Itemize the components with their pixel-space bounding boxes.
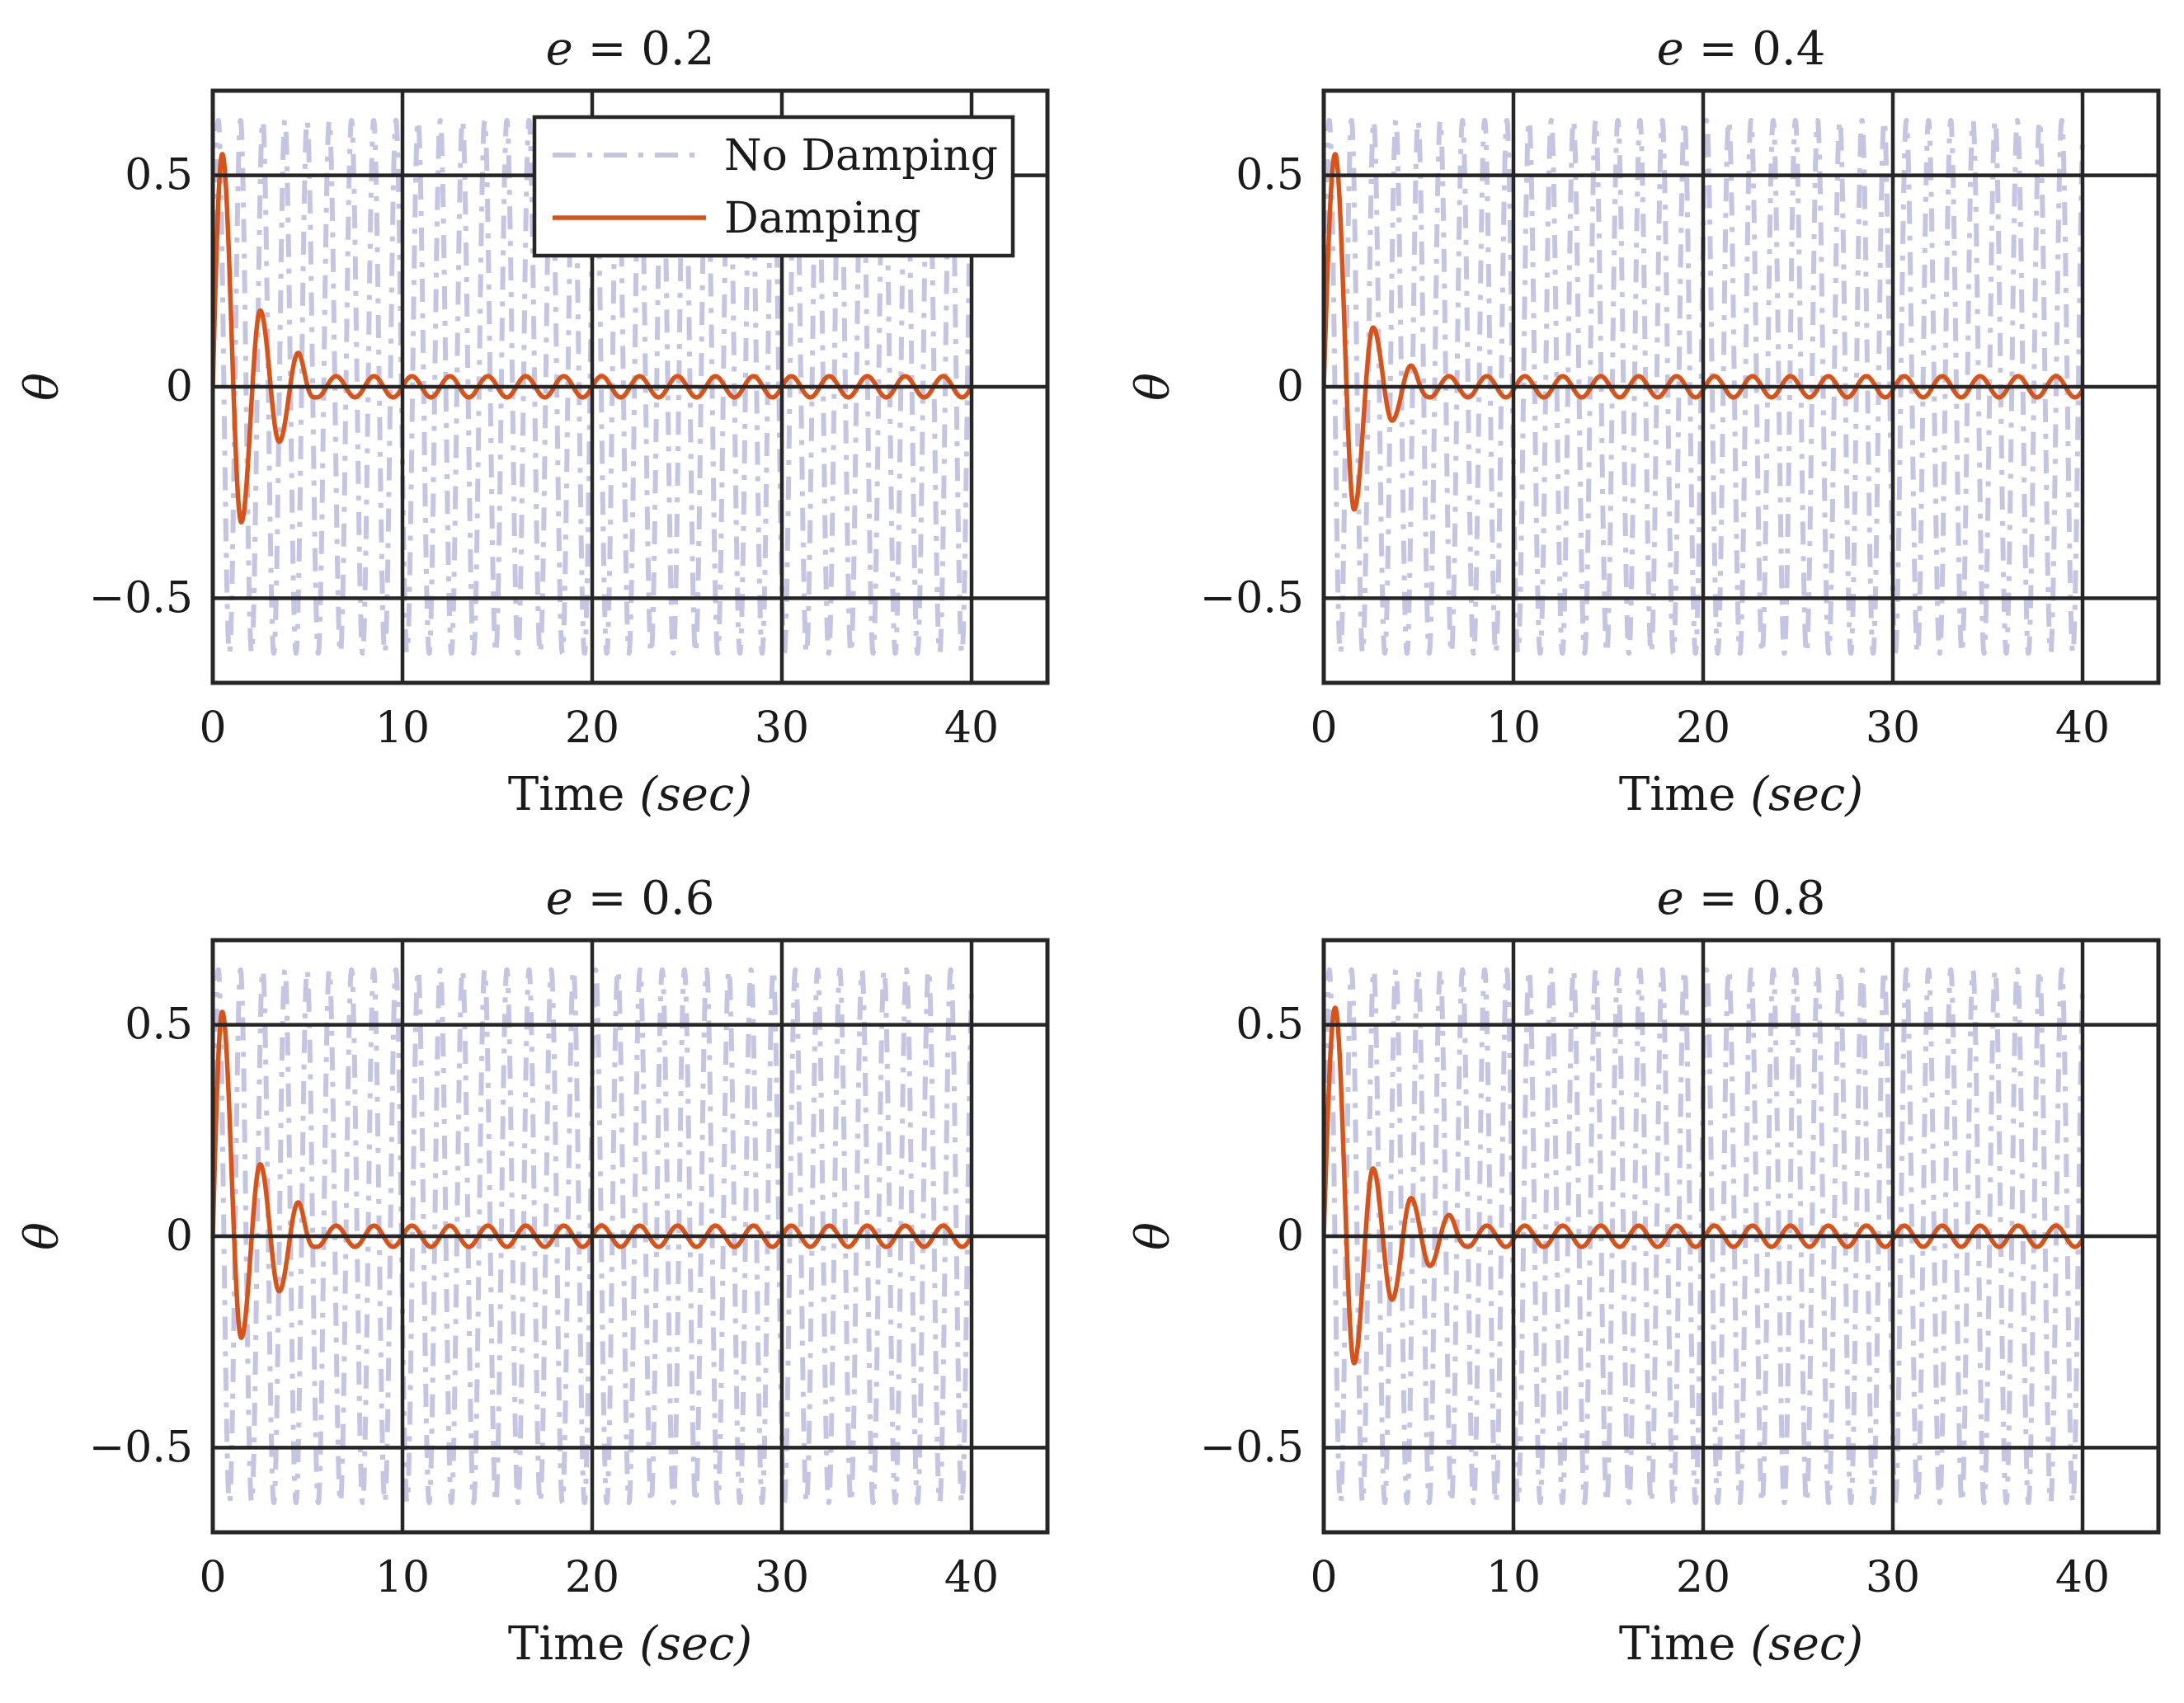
y-tick-label: 0 (166, 1211, 193, 1261)
y-tick-label: 0 (166, 362, 193, 412)
y-tick-label: 0 (1277, 362, 1304, 412)
legend-box (532, 115, 1015, 258)
y-axis-label: θ (1127, 1222, 1180, 1250)
x-tick-label: 10 (1486, 1553, 1541, 1602)
x-tick-label: 20 (565, 1553, 619, 1602)
y-tick-label: 0.5 (1236, 151, 1304, 200)
x-tick-label: 30 (755, 703, 809, 753)
plot-frame (1321, 88, 2161, 685)
legend: No Damping Damping (532, 115, 1015, 258)
chart-title: e = 0.8 (1657, 872, 1826, 925)
x-tick-label: 30 (1866, 1553, 1920, 1602)
plot-frame (210, 938, 1050, 1535)
y-tick-label: −0.5 (89, 573, 193, 623)
x-tick-label: 10 (1486, 703, 1541, 753)
plot-frame (210, 88, 1050, 685)
y-tick-label: 0.5 (1236, 1000, 1304, 1050)
y-tick-label: −0.5 (1200, 573, 1304, 623)
x-tick-label: 30 (1866, 703, 1920, 753)
x-tick-label: 10 (375, 703, 430, 753)
x-tick-label: 40 (2055, 1553, 2110, 1602)
x-tick-label: 10 (375, 1553, 430, 1602)
y-tick-label: 0.5 (125, 151, 193, 200)
x-tick-label: 40 (2055, 703, 2110, 753)
chart-title: e = 0.4 (1657, 22, 1826, 76)
chart-title: e = 0.2 (546, 22, 715, 76)
x-tick-label: 0 (1310, 703, 1337, 753)
x-axis-label: Time (sec) (508, 768, 752, 821)
x-axis-label: Time (sec) (508, 1617, 752, 1671)
chart-title: e = 0.6 (546, 872, 715, 925)
x-tick-label: 20 (565, 703, 619, 753)
chart-panel-1: 0 10 20 30 40 −0.5 0 0.5 e = 0.2 Time (sec) θ No Da… (16, 22, 1050, 821)
x-axis-label: Time (sec) (1619, 1617, 1863, 1671)
x-tick-label: 20 (1676, 1553, 1730, 1602)
x-tick-label: 30 (755, 1553, 809, 1602)
x-tick-label: 40 (944, 1553, 999, 1602)
y-axis-label: θ (1127, 373, 1180, 401)
legend-label-no-damping: No Damping (724, 131, 998, 181)
x-axis-label: Time (sec) (1619, 768, 1863, 821)
x-tick-label: 0 (1310, 1553, 1337, 1602)
y-axis-label: θ (16, 373, 69, 401)
x-tick-label: 40 (944, 703, 999, 753)
x-tick-label: 0 (199, 1553, 226, 1602)
y-tick-label: 0.5 (125, 1000, 193, 1050)
legend-label-damping: Damping (724, 194, 921, 243)
plot-frame (1321, 938, 2161, 1535)
x-tick-label: 0 (199, 703, 226, 753)
y-axis-label: θ (16, 1222, 69, 1250)
y-tick-label: 0 (1277, 1211, 1304, 1261)
y-tick-label: −0.5 (1200, 1423, 1304, 1472)
chart-panel-4: 0 10 20 30 40 −0.5 0 0.5 e = 0.8 Time (sec) θ (1127, 872, 2161, 1671)
y-tick-label: −0.5 (89, 1423, 193, 1472)
chart-panel-2: 0 10 20 30 40 −0.5 0 0.5 e = 0.4 Time (sec) θ (1127, 22, 2161, 821)
chart-panel-3: 0 10 20 30 40 −0.5 0 0.5 e = 0.6 Time (sec) θ (16, 872, 1050, 1671)
x-tick-label: 20 (1676, 703, 1730, 753)
